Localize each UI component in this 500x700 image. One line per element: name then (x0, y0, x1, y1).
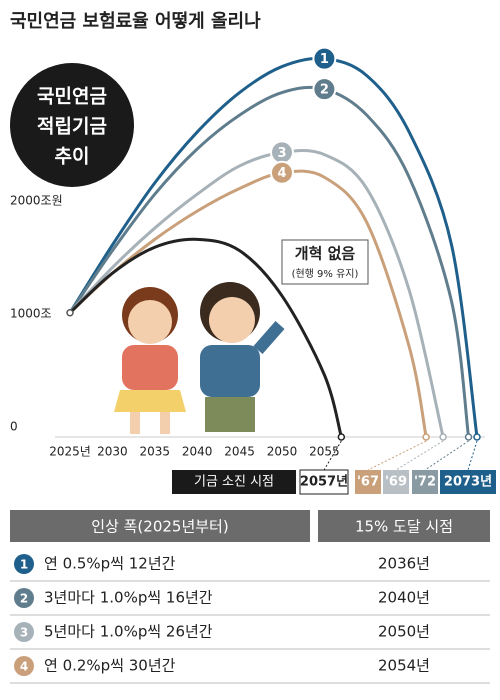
leader-line (367, 440, 427, 471)
badge-circle (10, 63, 134, 187)
badge-text: 추이 (55, 146, 90, 168)
row-text: 연 0.2%p씩 30년간 (44, 657, 176, 675)
x-tick-label: 2045 (224, 445, 255, 459)
end-box (355, 470, 381, 494)
end-point (422, 433, 430, 441)
leader-line (467, 440, 478, 471)
series-note: (현행 9% 유지) (292, 268, 359, 280)
series-line (68, 56, 479, 438)
series-badge-label: 4 (277, 166, 286, 181)
row-badge (14, 588, 34, 608)
series-badge (312, 46, 337, 71)
illustration (114, 282, 285, 434)
depletion-box (172, 470, 296, 494)
row-badge-label: 3 (20, 626, 28, 640)
end-label: 2073년 (444, 475, 492, 490)
series-line (68, 85, 471, 438)
end-box (299, 469, 349, 495)
table-header-bg (10, 510, 310, 542)
row-text: 5년마다 1.0%p씩 26년간 (44, 623, 213, 641)
end-box (412, 470, 438, 494)
table-header-bg (318, 510, 490, 542)
badge-text: 적립기금 (37, 116, 107, 138)
table-header: 15% 도달 시점 (355, 518, 453, 536)
row-text: 3년마다 1.0%p씩 16년간 (44, 589, 213, 607)
end-point (473, 433, 481, 441)
end-label: '72 (414, 475, 436, 490)
series-badge (269, 160, 294, 185)
end-label: '67 (357, 475, 379, 490)
series-label-box (281, 239, 369, 285)
row-badge-label: 1 (20, 558, 28, 572)
x-tick-label: 2055 (309, 445, 340, 459)
row-text: 연 0.5%p씩 12년간 (44, 555, 176, 573)
x-tick-label: 2040 (182, 445, 213, 459)
end-point (439, 433, 447, 441)
start-point (66, 309, 74, 317)
series-label: 개혁 없음 (295, 245, 356, 263)
y-tick-label: 2000조원 (10, 194, 63, 208)
y-tick-label: 0 (10, 420, 18, 434)
title: 국민연금 보험료율 어떻게 올리나 (10, 10, 261, 32)
row-badge (14, 554, 34, 574)
badge-text: 국민연금 (37, 86, 107, 108)
series-badge-label: 2 (320, 83, 329, 98)
x-tick-label: 2025년 (49, 445, 91, 459)
end-point (464, 433, 473, 441)
row-badge (14, 622, 34, 642)
row-badge (14, 656, 34, 676)
end-label: 2057년 (300, 475, 348, 490)
leader-line (424, 440, 469, 471)
row-value: 2040년 (378, 589, 430, 607)
depletion-label: 기금 소진 시점 (194, 475, 274, 490)
leader-line (395, 440, 444, 471)
y-tick-label: 1000조 (10, 307, 52, 321)
row-badge-label: 4 (20, 660, 28, 674)
x-tick-label: 2030 (97, 445, 128, 459)
end-box (440, 470, 496, 494)
end-box (383, 470, 409, 494)
series-line (68, 237, 343, 438)
series-badge-label: 3 (277, 146, 286, 161)
row-value: 2050년 (378, 623, 430, 641)
x-tick-label: 2035 (140, 445, 171, 459)
x-tick-label: 2050 (267, 445, 298, 459)
end-label: '69 (385, 475, 407, 490)
end-point (337, 433, 346, 441)
leader-line (323, 440, 342, 471)
row-badge-label: 2 (20, 592, 28, 606)
row-value: 2036년 (378, 555, 430, 573)
series-badge (312, 77, 337, 102)
series-badge-label: 1 (320, 52, 329, 67)
table-header: 인상 폭(2025년부터) (91, 518, 228, 536)
row-value: 2054년 (378, 657, 430, 675)
